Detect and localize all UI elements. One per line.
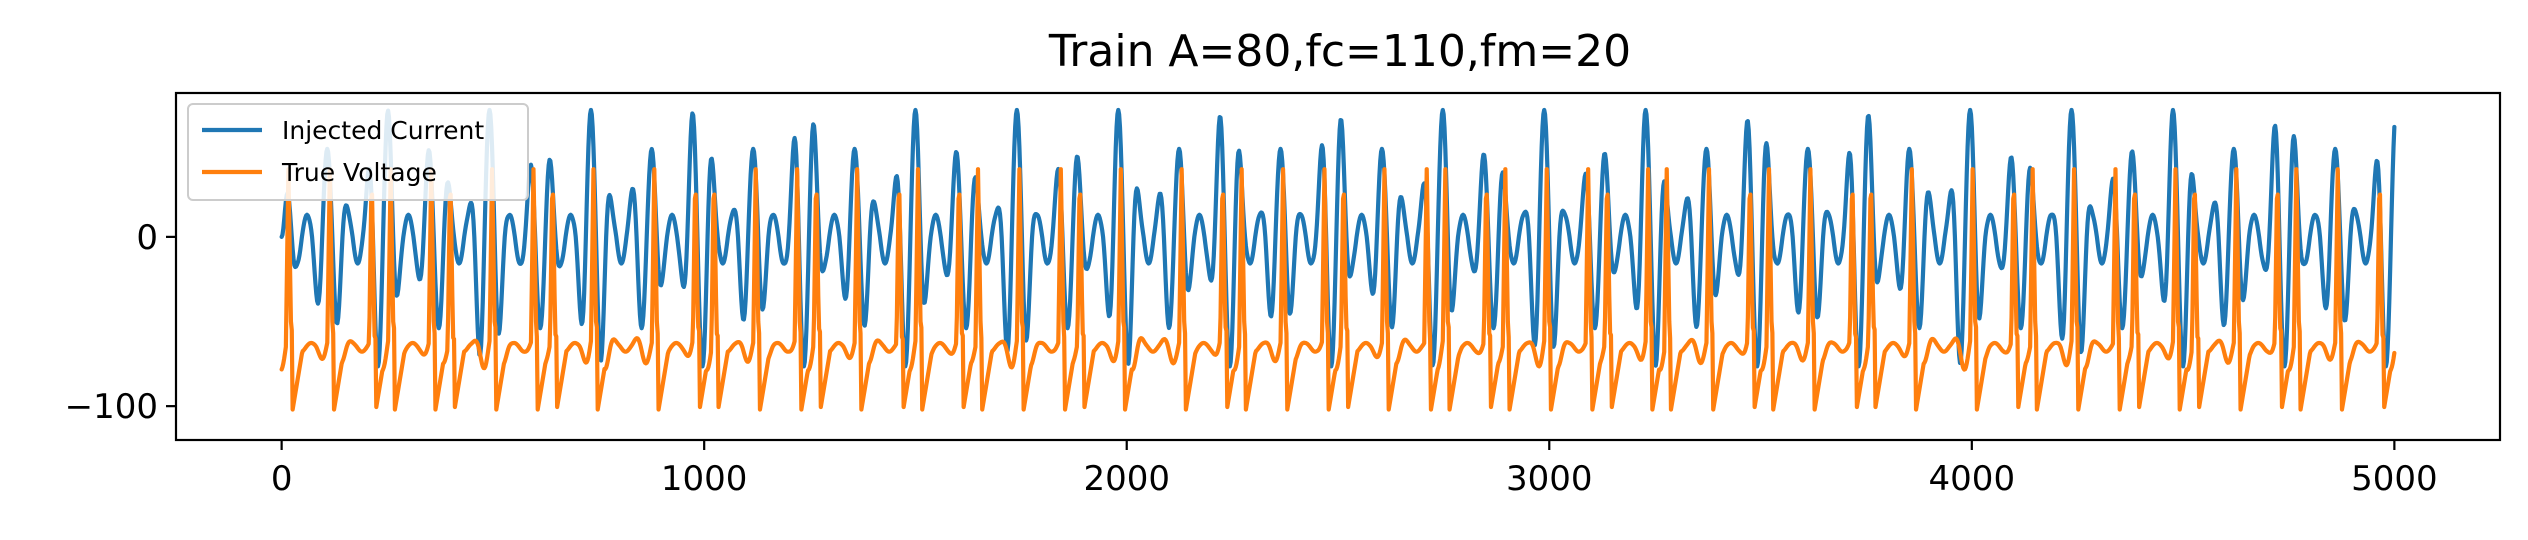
y-tick-label: 0 <box>136 218 158 258</box>
x-tick-label: 2000 <box>1083 459 1170 499</box>
x-tick-label: 1000 <box>661 459 748 499</box>
legend-box <box>187 103 529 201</box>
y-tick-label: −100 <box>65 387 158 427</box>
legend-label-injected-current: Injected Current <box>282 116 484 145</box>
legend: Injected Current True Voltage <box>187 103 529 201</box>
x-tick-label: 4000 <box>1929 459 2016 499</box>
x-tick-label: 5000 <box>2351 459 2438 499</box>
x-axis: 0 1000 2000 3000 4000 5000 <box>271 440 2438 499</box>
plot-area <box>174 91 2502 442</box>
chart-title: Train A=80,fc=110,fm=20 <box>1048 26 1631 77</box>
y-axis: 0 −100 <box>65 218 176 427</box>
series-line-injected-current <box>279 107 2397 369</box>
x-tick-label: 0 <box>271 459 293 499</box>
x-tick-label: 3000 <box>1506 459 1593 499</box>
series-layer <box>279 107 2397 412</box>
series-line-true-voltage <box>279 167 2397 412</box>
legend-label-true-voltage: True Voltage <box>281 158 437 187</box>
